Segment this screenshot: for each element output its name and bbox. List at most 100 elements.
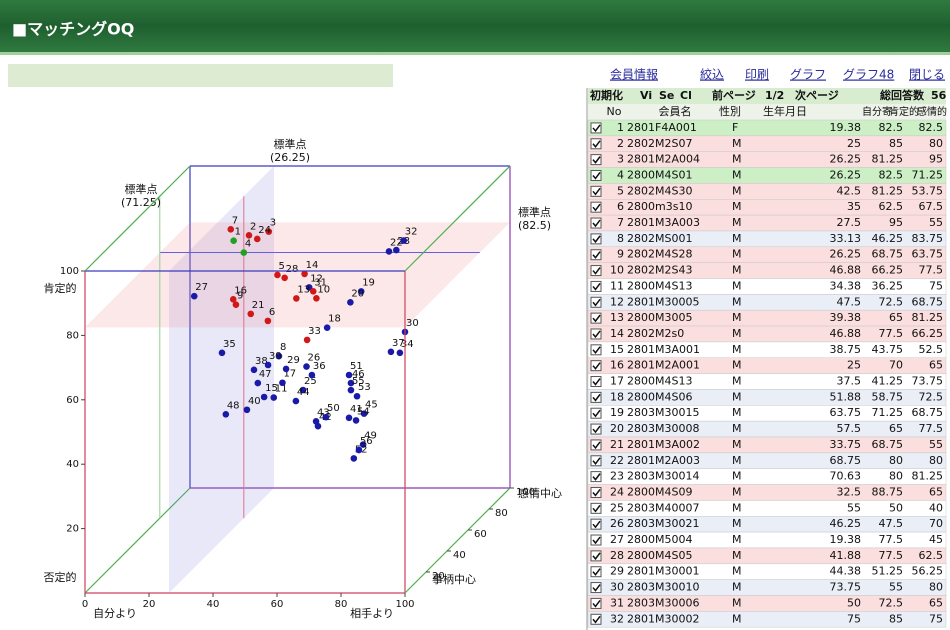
data-point[interactable] — [254, 379, 262, 387]
vi-button[interactable]: Vi — [640, 89, 652, 102]
data-point[interactable] — [253, 235, 261, 243]
data-point[interactable] — [347, 299, 354, 306]
data-point[interactable] — [393, 246, 400, 254]
cl-button[interactable]: Cl — [680, 89, 692, 102]
data-point[interactable] — [313, 295, 320, 302]
se-button[interactable]: Se — [659, 89, 674, 102]
data-point[interactable] — [360, 410, 368, 417]
checkbox[interactable] — [590, 502, 602, 514]
checkbox[interactable] — [590, 486, 602, 498]
data-point[interactable] — [282, 365, 290, 373]
data-point[interactable] — [345, 414, 353, 422]
data-point[interactable] — [227, 226, 235, 233]
data-point[interactable] — [345, 371, 353, 379]
checkbox[interactable] — [590, 249, 602, 261]
data-point[interactable] — [293, 295, 300, 302]
data-point[interactable] — [352, 417, 360, 424]
data-point[interactable] — [400, 237, 408, 244]
data-point[interactable] — [264, 317, 272, 325]
nav-link[interactable]: 閉じる — [909, 68, 945, 82]
checkbox[interactable] — [590, 439, 602, 451]
checkbox[interactable] — [590, 344, 602, 356]
data-point[interactable] — [323, 324, 331, 332]
data-point[interactable] — [359, 441, 367, 448]
data-point[interactable] — [281, 274, 288, 282]
checkbox[interactable] — [590, 566, 602, 578]
checkbox[interactable] — [590, 201, 602, 213]
checkbox[interactable] — [590, 280, 602, 292]
data-point[interactable] — [232, 301, 240, 308]
checkbox[interactable] — [590, 265, 602, 277]
nav-link[interactable]: 会員情報 — [610, 68, 658, 82]
data-point[interactable] — [353, 392, 361, 400]
data-point[interactable] — [312, 418, 320, 425]
data-point[interactable] — [247, 310, 255, 318]
reset-button[interactable]: 初期化 — [590, 88, 623, 102]
data-point[interactable] — [387, 348, 395, 356]
checkbox[interactable] — [590, 582, 602, 594]
checkbox[interactable] — [590, 391, 602, 403]
data-point[interactable] — [303, 363, 310, 370]
data-point[interactable] — [270, 394, 278, 401]
data-point[interactable] — [279, 379, 286, 387]
data-point[interactable] — [274, 271, 281, 279]
data-point[interactable] — [265, 228, 273, 235]
checkbox[interactable] — [590, 423, 602, 435]
checkbox[interactable] — [590, 217, 602, 229]
sex: M — [732, 248, 742, 261]
data-point[interactable] — [264, 361, 272, 369]
checkbox[interactable] — [590, 550, 602, 562]
data-point[interactable] — [305, 284, 313, 291]
data-point[interactable] — [218, 349, 226, 357]
nav-link[interactable]: グラフ — [790, 68, 826, 82]
checkbox[interactable] — [590, 471, 602, 483]
data-point[interactable] — [260, 393, 268, 401]
checkbox[interactable] — [590, 312, 602, 324]
data-point[interactable] — [292, 397, 300, 405]
data-point[interactable] — [385, 248, 393, 255]
nav-link[interactable]: グラフ48 — [843, 68, 894, 82]
data-point[interactable] — [301, 270, 308, 278]
checkbox[interactable] — [590, 169, 602, 181]
data-point[interactable] — [322, 413, 330, 421]
data-point[interactable] — [347, 379, 355, 387]
prev-button[interactable]: 前ページ — [712, 88, 756, 102]
data-point[interactable] — [245, 232, 253, 239]
data-point[interactable] — [396, 349, 404, 357]
data-point[interactable] — [309, 288, 317, 295]
checkbox[interactable] — [590, 122, 602, 134]
nav-link[interactable]: 印刷 — [745, 68, 769, 82]
data-point[interactable] — [229, 296, 237, 303]
data-point[interactable] — [350, 455, 358, 462]
data-point[interactable] — [240, 249, 248, 256]
data-point[interactable] — [303, 336, 311, 344]
checkbox[interactable] — [590, 233, 602, 245]
data-point[interactable] — [299, 386, 307, 394]
checkbox[interactable] — [590, 138, 602, 150]
checkbox[interactable] — [590, 407, 602, 419]
point-label: 11 — [275, 384, 288, 395]
data-point[interactable] — [230, 237, 237, 245]
checkbox[interactable] — [590, 360, 602, 372]
data-point[interactable] — [347, 386, 355, 394]
checkbox[interactable] — [590, 376, 602, 388]
checkbox[interactable] — [590, 296, 602, 308]
nav-link[interactable]: 絞込 — [700, 67, 724, 82]
data-point[interactable] — [275, 352, 283, 360]
checkbox[interactable] — [590, 455, 602, 467]
checkbox[interactable] — [590, 185, 602, 197]
data-point[interactable] — [243, 406, 251, 414]
checkbox[interactable] — [590, 154, 602, 166]
next-button[interactable]: 次ページ — [795, 88, 839, 102]
data-point[interactable] — [308, 371, 316, 379]
checkbox[interactable] — [590, 534, 602, 546]
data-point[interactable] — [222, 410, 230, 418]
checkbox[interactable] — [590, 597, 602, 609]
data-point[interactable] — [355, 446, 363, 454]
data-point[interactable] — [190, 292, 198, 300]
data-point[interactable] — [250, 366, 258, 374]
checkbox[interactable] — [590, 613, 602, 625]
checkbox[interactable] — [590, 518, 602, 530]
data-point[interactable] — [357, 288, 365, 295]
checkbox[interactable] — [590, 328, 602, 340]
